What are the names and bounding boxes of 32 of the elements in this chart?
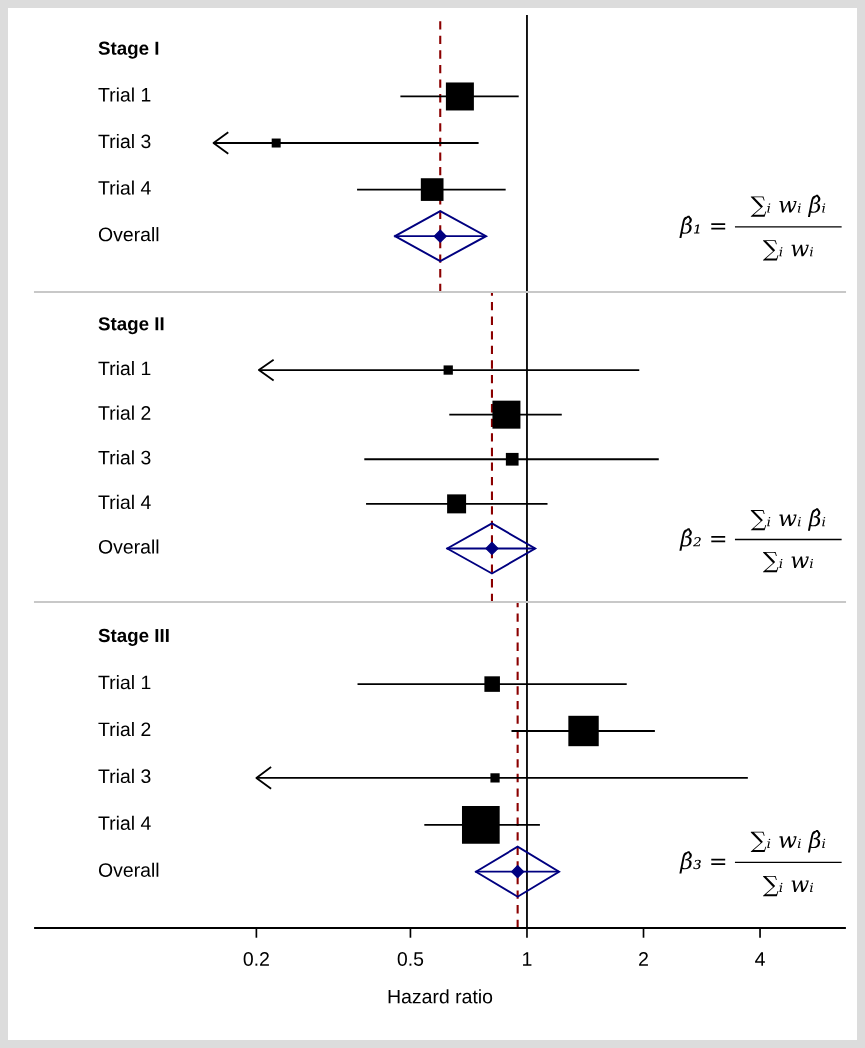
annotation: ∑ᵢ wᵢ β̂ᵢ: [750, 830, 826, 853]
x-tick-label: 4: [755, 952, 765, 966]
y-tick-label: Trial 3: [98, 768, 151, 784]
y-tick-label: Stage III: [98, 628, 169, 646]
y-tick-label: Trial 3: [98, 133, 151, 149]
annotation: β̂₃ =: [679, 851, 726, 874]
y-tick-label: Trial 4: [98, 815, 151, 831]
y-tick-label: Trial 4: [98, 180, 151, 195]
y-tick-label: Trial 4: [98, 494, 151, 510]
y-tick-label: Trial 1: [98, 360, 151, 376]
x-tick-label: 2: [639, 952, 648, 966]
y-tick-label: Overall: [98, 862, 159, 877]
y-tick-label: Overall: [98, 539, 159, 554]
y-tick-label: Stage I: [98, 41, 159, 59]
x-tick-label: 0.5: [397, 952, 424, 966]
y-tick-label: Trial 3: [98, 450, 151, 465]
annotation: ∑ᵢ wᵢ: [763, 875, 814, 897]
x-tick-label: 0.2: [243, 952, 269, 966]
annotation: β̂₂ =: [679, 528, 726, 551]
y-tick-label: Trial 1: [98, 675, 151, 690]
y-tick-label: Trial 1: [98, 87, 151, 102]
annotation: ∑ᵢ wᵢ: [763, 240, 814, 261]
x-axis-title: Hazard ratio: [388, 989, 493, 1004]
annotation: ∑ᵢ wᵢ: [763, 552, 814, 573]
annotation: ∑ᵢ wᵢ β̂ᵢ: [750, 508, 826, 531]
annotation: β̂₁ =: [679, 215, 726, 239]
y-tick-label: Trial 2: [98, 721, 151, 737]
x-tick-label: 1: [523, 952, 532, 966]
y-tick-label: Stage II: [98, 317, 164, 335]
y-tick-label: Overall: [98, 227, 159, 242]
y-tick-label: Trial 2: [98, 405, 151, 420]
annotation: ∑ᵢ wᵢ β̂ᵢ: [750, 194, 826, 218]
